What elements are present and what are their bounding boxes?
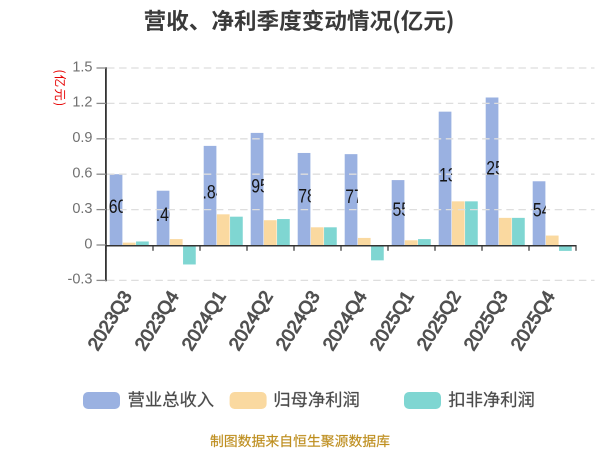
svg-text:2023Q3: 2023Q3 [83, 287, 136, 354]
svg-text:95: 95 [251, 176, 269, 197]
svg-text:2024Q3: 2024Q3 [271, 287, 324, 354]
svg-text:2025Q2: 2025Q2 [412, 287, 465, 354]
svg-text:55: 55 [393, 200, 411, 221]
svg-text:1.5: 1.5 [72, 59, 92, 75]
svg-text:-0.3: -0.3 [68, 272, 93, 288]
svg-text:1.2: 1.2 [72, 95, 92, 111]
svg-text:60: 60 [109, 197, 127, 218]
svg-text:2025Q3: 2025Q3 [459, 287, 512, 354]
svg-text:25: 25 [486, 159, 504, 180]
svg-text:2023Q4: 2023Q4 [130, 287, 183, 354]
svg-text:78: 78 [298, 186, 316, 207]
svg-text:2025Q4: 2025Q4 [506, 287, 559, 354]
svg-text:0.6: 0.6 [72, 166, 92, 182]
svg-text:2025Q1: 2025Q1 [365, 287, 418, 354]
svg-text:.46: .46 [156, 205, 178, 226]
svg-text:13: 13 [439, 166, 457, 187]
svg-text:2024Q4: 2024Q4 [318, 287, 371, 354]
svg-text:54: 54 [533, 200, 551, 221]
svg-text:.84: .84 [203, 183, 225, 204]
svg-text:0.9: 0.9 [72, 130, 92, 146]
svg-text:0.3: 0.3 [72, 201, 92, 217]
svg-text:0: 0 [84, 236, 92, 252]
svg-text:2024Q1: 2024Q1 [177, 287, 230, 354]
svg-text:77: 77 [345, 187, 363, 208]
svg-text:2024Q2: 2024Q2 [224, 287, 277, 354]
